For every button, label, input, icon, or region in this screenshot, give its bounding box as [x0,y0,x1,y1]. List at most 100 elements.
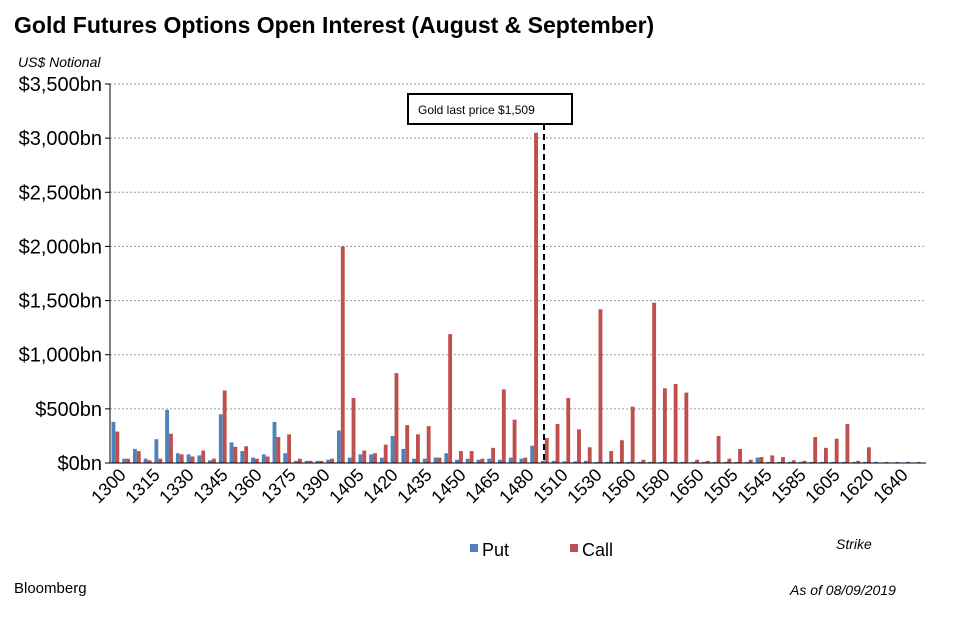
y-tick-label: $3,500bn [19,74,102,96]
put-bar [315,460,320,463]
put-bar [412,458,416,463]
put-bar [830,461,835,463]
y-tick-label: $1,500bn [19,291,102,313]
put-bar [143,458,148,463]
x-tick-label: 1545 [733,465,775,507]
call-bar [115,431,120,463]
x-tick-label: 1530 [563,465,605,507]
put-bar [519,458,524,463]
call-bar [652,302,657,463]
call-bar [824,447,828,463]
x-tick-label: 1605 [801,465,843,507]
put-bar [465,458,470,463]
put-bar [379,457,384,463]
put-bar [809,461,814,463]
call-bar [738,448,742,463]
y-axis-ticks: $0bn $500bn $1,000bn $1,500bn $2,000bn $2,500… [19,74,110,475]
call-bar [759,457,764,463]
put-bar [616,461,620,463]
y-tick-label: $500bn [35,399,102,421]
call-bar [448,334,453,463]
call-bar [222,390,227,463]
put-bar [787,461,792,463]
put-bar [669,461,674,463]
call-bar [469,451,474,463]
put-bar [154,439,159,463]
put-bar [272,421,277,463]
put-bar [863,461,867,463]
call-bar [620,440,624,463]
put-bar [626,461,631,463]
legend-call-label: Call [582,540,613,560]
call-bar [126,458,130,463]
x-tick-label: 1450 [427,465,469,507]
put-bar [723,461,728,463]
y-axis-units-label: US$ Notional [18,54,101,70]
put-bar [852,461,857,463]
call-bar [662,388,667,463]
x-tick-label: 1640 [869,465,911,507]
put-bar [680,461,685,463]
put-bar [476,459,481,463]
bars [111,132,921,464]
call-bar [544,438,549,463]
put-bar [820,461,824,463]
y-tick-label: $0bn [58,453,103,475]
gridlines [110,83,926,410]
put-bar [659,461,663,463]
x-tick-label: 1315 [121,465,163,507]
call-bar [748,459,753,463]
put-bar [573,461,578,463]
put-bar [906,461,910,463]
put-bar [401,448,406,463]
call-bar [340,246,345,463]
call-bar [179,454,184,463]
call-bar [866,447,871,463]
put-bar [841,461,846,463]
call-bar [362,450,367,463]
call-bar [491,447,496,463]
y-tick-label: $2,000bn [19,236,102,258]
x-tick-label: 1650 [665,465,707,507]
call-bar [297,458,302,463]
chart-title: Gold Futures Options Open Interest (Augu… [14,12,655,38]
x-tick-label: 1465 [461,465,503,507]
call-bar [169,433,173,463]
call-bar [684,392,689,463]
put-bar [712,461,717,463]
call-bar [673,383,678,463]
put-bar [873,461,878,463]
put-bar [283,453,288,463]
source-label: Bloomberg [14,580,87,597]
call-bar [233,446,238,463]
call-bar [136,451,141,463]
call-bar [587,447,592,463]
put-bar [702,461,706,463]
call-bar [383,444,388,463]
put-bar [605,461,610,463]
put-bar [884,461,889,463]
put-bar [594,461,599,463]
x-tick-label: 1480 [495,465,537,507]
call-bar [416,434,420,463]
axes [109,84,926,464]
call-bar [534,132,538,464]
call-bar [577,429,581,463]
call-bar [308,460,313,463]
put-bar [734,461,739,463]
put-bar [498,459,502,463]
call-bar [630,406,635,463]
call-bar [598,309,603,463]
x-tick-label: 1580 [631,465,673,507]
call-bar [609,451,614,463]
put-bar [444,453,449,463]
y-tick-label: $2,500bn [19,182,102,204]
call-bar [791,460,796,463]
call-bar [770,455,775,463]
put-bar [218,414,223,463]
put-bar [777,461,782,463]
put-bar [455,459,459,463]
call-bar [147,460,152,463]
call-bar [244,446,249,463]
put-bar [240,451,245,463]
